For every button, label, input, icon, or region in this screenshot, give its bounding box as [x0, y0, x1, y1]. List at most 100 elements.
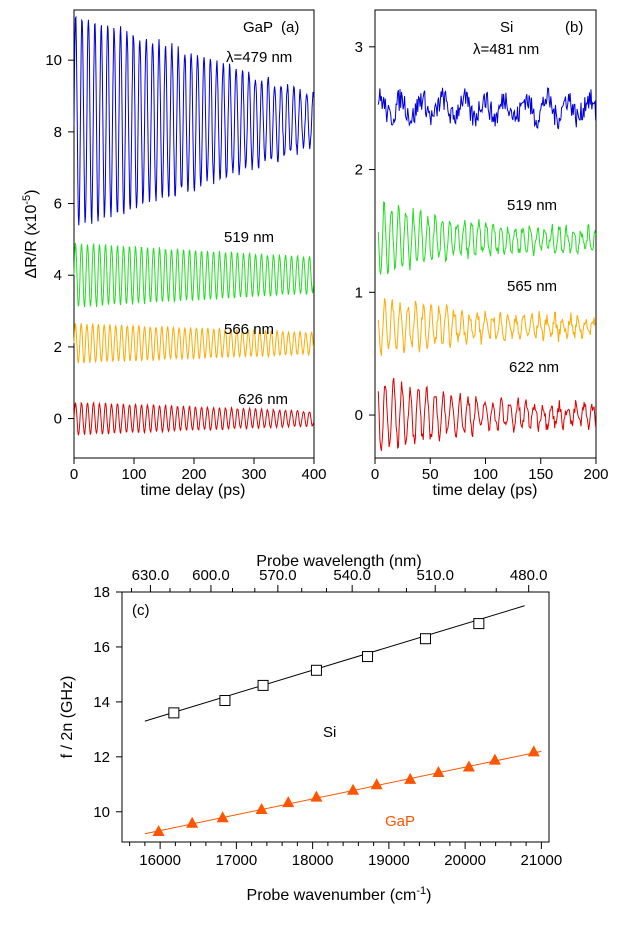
panel-c-fit-lines: [144, 605, 542, 835]
panel-b-wavelength-622: 622 nm: [509, 359, 559, 376]
panel-c-xtick-label: 20000: [444, 852, 486, 869]
panel-c-label: (c): [132, 602, 150, 619]
gap-data-point: [152, 825, 165, 837]
panel-c-ylabel: f / 2n (GHz): [59, 676, 76, 759]
panel-a-wavelength-479: λ=479 nm: [226, 49, 292, 66]
panel-a-series-line: [73, 15, 314, 226]
panel-b-ytick-label: 3: [355, 39, 363, 56]
panel-c-xtick-label: 21000: [521, 852, 563, 869]
panel-b-xtick-label: 100: [473, 466, 498, 483]
panel-b-wavelength-565: 565 nm: [507, 278, 557, 295]
panel-b: 0 1 2 3 0 50 100 150 200 Si (b) λ=481 nm 519 nm…: [355, 9, 609, 499]
panel-a-label: (a): [281, 19, 299, 36]
panel-b-series-line: [377, 201, 597, 275]
panel-c-y-axis: 10 12 14 16 18: [93, 584, 122, 821]
panel-c-xtick-label: 16000: [139, 852, 181, 869]
panel-c-gap-label: GaP: [385, 813, 415, 830]
panel-a-ytick-label: 8: [54, 124, 62, 141]
panel-b-wavelength-481: λ=481 nm: [473, 41, 539, 58]
panel-a-series-line: [73, 242, 314, 308]
panel-c-bottom-xlabel: Probe wavenumber (cm-1): [247, 885, 432, 904]
panel-b-ytick-label: 2: [355, 162, 363, 179]
panel-c-points: [152, 618, 540, 837]
svg-text:f / 2n (GHz): f / 2n (GHz): [59, 676, 76, 759]
panel-b-wavelength-519: 519 nm: [507, 197, 557, 214]
panel-c-toptick-label: 600.0: [192, 567, 230, 584]
panel-b-xlabel: time delay (ps): [433, 482, 538, 499]
panel-a-wavelength-626: 626 nm: [238, 391, 288, 408]
panel-c-xtick-label: 18000: [292, 852, 334, 869]
panel-b-material: Si: [500, 19, 513, 36]
panel-c-xtick-label: 17000: [216, 852, 258, 869]
panel-b-series-line: [377, 298, 596, 356]
panel-a-y-axis: 0 2 4 6 8 10: [45, 52, 74, 428]
panel-c-top-axis: 630.0 600.0 570.0 540.0 510.0 480.0: [131, 567, 548, 592]
panel-b-ytick-label: 1: [355, 284, 363, 301]
panel-c-toptick-label: 540.0: [333, 567, 371, 584]
panel-c-toptick-label: 480.0: [510, 567, 548, 584]
panel-a-series-line: [73, 401, 314, 436]
panel-b-series-line: [377, 87, 597, 130]
panel-b-series: [377, 87, 597, 451]
gap-data-point: [216, 811, 229, 823]
si-data-point: [419, 633, 431, 645]
si-data-point: [473, 618, 485, 630]
panel-a-series: [73, 15, 314, 436]
panel-a-wavelength-519: 519 nm: [224, 229, 274, 246]
panel-a-ytick-label: 0: [54, 411, 62, 428]
gap-data-point: [186, 816, 199, 828]
panel-c-xtick-label: 19000: [368, 852, 410, 869]
panel-a-ytick-label: 2: [54, 339, 62, 356]
gap-data-point: [462, 760, 475, 772]
si-data-point: [168, 707, 180, 719]
panel-a-xtick-label: 400: [301, 466, 326, 483]
panel-c: 10 12 14 16 18 16000 17000 18000 19000 20000 2100…: [59, 553, 562, 904]
gap-data-point: [255, 803, 268, 815]
panel-c-ytick-label: 18: [93, 584, 110, 601]
panel-c-ytick-label: 14: [93, 694, 110, 711]
panel-a-x-axis: 0 100 200 300 400: [70, 458, 327, 483]
panel-b-xtick-label: 200: [583, 466, 608, 483]
panel-b-y-axis: 0 1 2 3: [355, 39, 375, 424]
si-data-point: [362, 651, 374, 663]
panel-a-wavelength-566: 566 nm: [224, 321, 274, 338]
gap-data-point: [282, 796, 295, 808]
gap-data-point: [370, 778, 383, 790]
panel-a-xtick-label: 100: [121, 466, 146, 483]
fit-line: [144, 750, 542, 835]
panel-c-ytick-label: 16: [93, 639, 110, 656]
panel-c-ytick-label: 10: [93, 804, 110, 821]
gap-data-point: [488, 753, 501, 765]
panel-b-series-line: [377, 377, 597, 451]
panel-b-xtick-label: 150: [528, 466, 553, 483]
gap-data-point: [432, 765, 445, 777]
panel-a-ytick-label: 6: [54, 196, 62, 213]
panel-c-ytick-label: 12: [93, 749, 110, 766]
si-data-point: [219, 695, 231, 707]
gap-data-point: [527, 745, 540, 757]
panel-a-material: GaP: [243, 19, 273, 36]
panel-a-ytick-label: 4: [54, 267, 62, 284]
panel-a-xlabel: time delay (ps): [141, 482, 246, 499]
panel-b-x-axis: 0 50 100 150 200: [371, 458, 609, 483]
panel-a-xtick-label: 300: [241, 466, 266, 483]
panel-c-top-xlabel: Probe wavelength (nm): [256, 553, 421, 570]
si-data-point: [310, 664, 322, 676]
panel-c-toptick-label: 570.0: [259, 567, 297, 584]
panel-c-toptick-label: 510.0: [416, 567, 454, 584]
gap-data-point: [310, 790, 323, 802]
panel-b-xtick-label: 50: [422, 466, 439, 483]
panel-b-xtick-label: 0: [371, 466, 379, 483]
panel-c-bottom-axis: 16000 17000 18000 19000 20000 21000: [129, 842, 563, 869]
si-data-point: [257, 679, 269, 691]
panel-c-si-label: Si: [323, 724, 336, 741]
panel-b-label: (b): [565, 19, 583, 36]
panel-c-toptick-label: 630.0: [132, 567, 170, 584]
fit-line: [144, 605, 525, 722]
panel-b-ytick-label: 0: [355, 407, 363, 424]
svg-text:ΔR/R (x10-5): ΔR/R (x10-5): [21, 190, 40, 279]
panel-c-frame: [121, 591, 550, 843]
panel-a-ylabel: ΔR/R (x10-5): [21, 190, 40, 279]
panel-a-ytick-label: 10: [45, 52, 62, 69]
